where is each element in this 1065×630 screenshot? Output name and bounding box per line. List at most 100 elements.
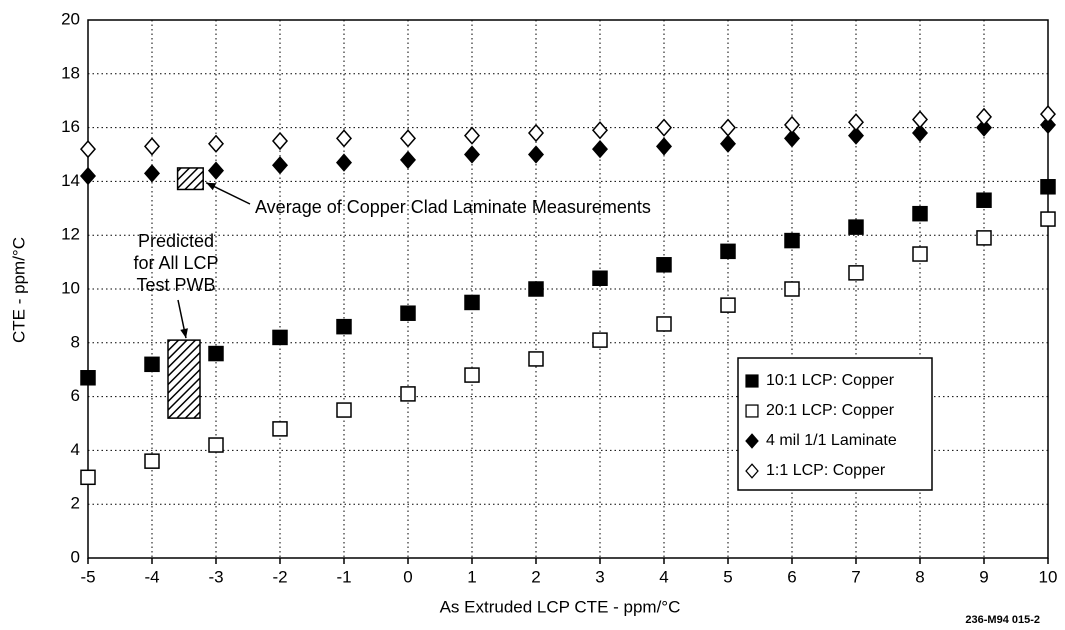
data-point [272,156,288,175]
annotation-box [176,167,204,191]
data-point [592,139,608,159]
data-point [656,257,672,273]
data-point [272,421,288,437]
x-tick-label: 2 [531,567,540,586]
annotation-text: Average of Copper Clad Laminate Measurem… [255,197,651,217]
data-point [848,219,864,235]
annotation-text: Test PWB [136,275,215,295]
data-point [720,297,736,313]
data-point [336,129,352,148]
data-point [272,329,288,346]
y-axis-title: CTE - ppm/°C [9,237,28,343]
legend-label: 10:1 LCP: Copper [766,372,895,389]
data-point [208,134,224,153]
data-point [80,469,96,486]
x-tick-label: 4 [659,567,668,586]
data-point [912,110,928,129]
y-tick-label: 2 [71,494,80,513]
annotation-text: Predicted [138,231,214,251]
data-point [464,126,480,145]
data-point [80,370,96,386]
legend-label: 1:1 LCP: Copper [766,462,886,479]
x-tick-label: 1 [467,567,476,586]
data-point [208,161,224,180]
annotation-arrowhead [180,328,188,339]
data-point [528,281,544,297]
data-point [336,318,352,335]
data-point [272,131,288,151]
x-axis-title: As Extruded LCP CTE - ppm/°C [440,597,681,616]
x-tick-label: 9 [979,567,988,586]
data-point [656,316,672,332]
data-point [208,437,224,453]
plot-border [87,19,1049,559]
legend-marker [745,463,759,479]
y-tick-label: 12 [61,225,80,244]
data-point [976,192,992,208]
data-point [912,246,928,262]
data-point [720,243,736,260]
y-tick-label: 10 [61,278,80,297]
data-point [1040,211,1056,227]
data-point [464,145,480,164]
data-point [1040,105,1056,124]
data-point [976,230,992,246]
data-point [848,113,864,132]
data-point [80,139,96,159]
annotation-box [167,339,201,419]
data-point [336,153,352,172]
x-tick-label: 7 [851,567,860,586]
data-point [848,265,864,281]
x-tick-label: 10 [1039,567,1058,586]
data-point [1040,179,1056,195]
y-tick-label: 14 [61,171,80,190]
legend-label: 20:1 LCP: Copper [766,402,895,419]
data-point [144,164,160,183]
legend-marker [745,374,759,388]
data-point [656,137,672,156]
y-tick-label: 18 [61,63,80,82]
legend-marker [745,433,759,449]
data-point [720,118,736,137]
data-point [784,115,800,135]
data-point [912,123,928,143]
y-tick-label: 6 [71,386,80,405]
x-tick-label: 6 [787,567,796,586]
legend-box [737,357,933,491]
y-tick-label: 16 [61,117,80,136]
data-point [528,123,544,143]
x-tick-label: -4 [144,567,159,586]
data-point [144,137,160,156]
data-point [976,107,992,126]
data-point [784,281,800,297]
data-point [144,453,160,469]
x-tick-label: -5 [80,567,95,586]
data-point [528,145,544,164]
data-point [976,118,992,137]
data-point [784,232,800,249]
data-point [592,270,608,286]
data-point [80,166,96,186]
data-point [592,121,608,140]
data-point [528,351,544,367]
data-point [400,305,416,321]
x-tick-label: 5 [723,567,732,586]
annotation-text: for All LCP [133,253,218,273]
x-tick-label: 3 [595,567,604,586]
legend-label: 4 mil 1/1 Laminate [766,432,897,449]
data-point [400,150,416,170]
data-point [1040,115,1056,135]
data-point [720,134,736,153]
x-tick-label: -3 [208,567,223,586]
x-tick-label: -1 [336,567,351,586]
data-point [144,356,160,373]
y-tick-label: 20 [61,9,80,28]
data-point [336,402,352,418]
data-point [912,205,928,222]
y-tick-label: 8 [71,332,80,351]
data-point [464,294,480,311]
data-point [464,367,480,383]
data-point [656,118,672,137]
